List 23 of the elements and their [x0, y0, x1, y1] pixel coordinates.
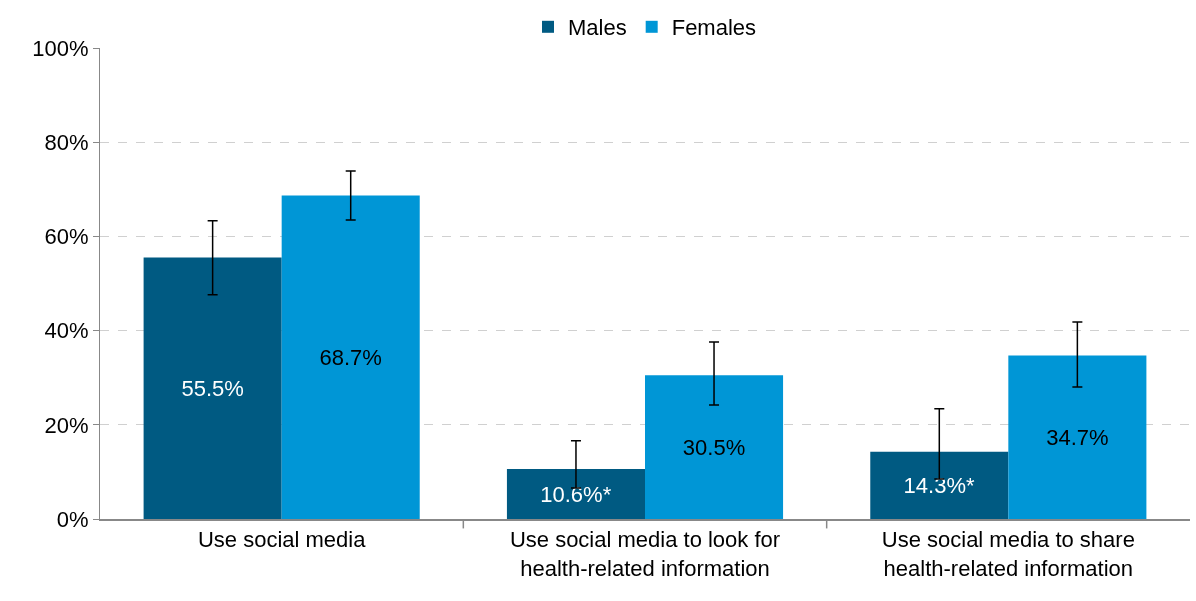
bar: [506, 469, 645, 519]
data-label: 10.6%*: [540, 481, 612, 507]
x-tick-label: Use social media to share health-related information: [881, 527, 1135, 581]
legend-label: Males: [568, 15, 627, 41]
y-tick-label: 20%: [44, 412, 89, 438]
x-tick-label: Use social media to look for health-related information: [509, 527, 781, 581]
data-label: 34.7%: [1046, 424, 1109, 450]
legend-label: Females: [671, 15, 757, 41]
y-tick-label: 100%: [32, 35, 89, 61]
bar: [645, 375, 784, 519]
data-label: 30.5%: [682, 434, 746, 460]
data-label: 14.3%*: [903, 472, 975, 498]
x-tick-label: Use social media: [197, 527, 367, 553]
bar: [870, 451, 1009, 519]
y-tick-label: 60%: [44, 224, 89, 250]
y-tick-label: 0%: [56, 506, 89, 532]
y-tick-label: 40%: [44, 318, 89, 344]
bar: [143, 257, 282, 519]
y-tick-label: 80%: [44, 129, 89, 155]
bar: [1008, 355, 1147, 519]
bar: [281, 195, 420, 519]
data-label: 68.7%: [319, 344, 382, 370]
data-label: 55.5%: [181, 375, 244, 401]
